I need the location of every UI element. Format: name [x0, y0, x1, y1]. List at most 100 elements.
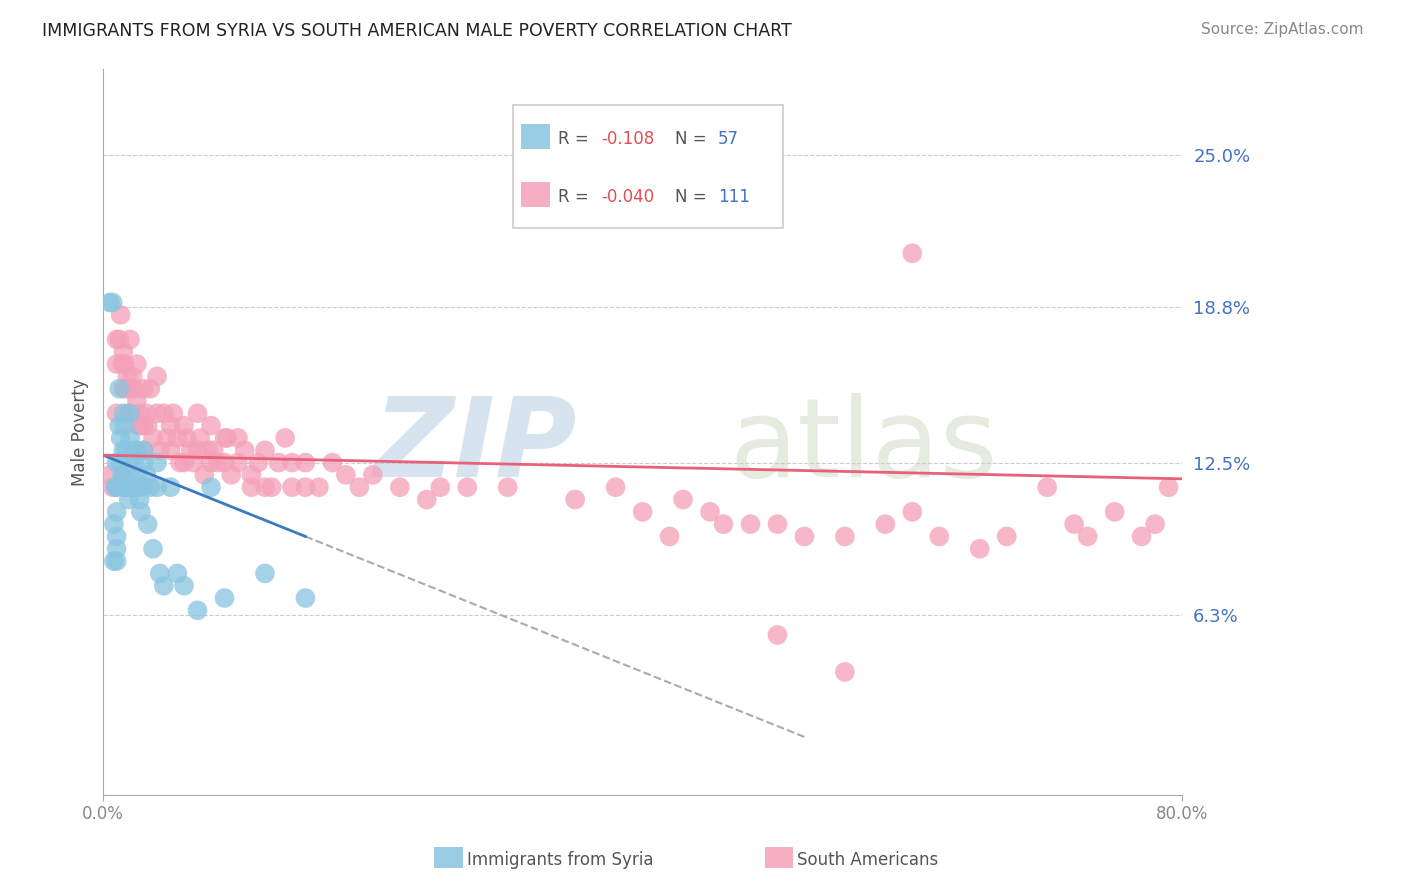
Point — [388, 480, 411, 494]
Point — [233, 443, 256, 458]
Point — [105, 406, 128, 420]
Point — [429, 480, 451, 494]
Point — [117, 480, 139, 494]
Point — [186, 406, 208, 420]
Point — [132, 443, 155, 458]
Point — [166, 566, 188, 581]
Point — [136, 517, 159, 532]
Point — [142, 541, 165, 556]
Point — [240, 467, 263, 482]
Point — [112, 382, 135, 396]
Point — [110, 308, 132, 322]
Point — [740, 517, 762, 532]
Point — [132, 480, 155, 494]
Point — [103, 517, 125, 532]
Point — [159, 443, 181, 458]
Point — [112, 443, 135, 458]
Point — [335, 467, 357, 482]
Point — [118, 492, 141, 507]
Point — [875, 517, 897, 532]
Point — [672, 492, 695, 507]
Point — [321, 456, 343, 470]
Point — [128, 492, 150, 507]
Point — [124, 480, 146, 494]
Point — [176, 431, 198, 445]
Point — [1063, 517, 1085, 532]
Point — [146, 369, 169, 384]
Point — [281, 480, 304, 494]
Point — [349, 480, 371, 494]
Point — [193, 467, 215, 482]
Point — [496, 480, 519, 494]
Point — [135, 467, 157, 482]
Point — [132, 456, 155, 470]
Text: N =: N = — [675, 188, 711, 206]
Point — [995, 529, 1018, 543]
Point — [159, 418, 181, 433]
Point — [456, 480, 478, 494]
Point — [105, 541, 128, 556]
Point — [108, 382, 131, 396]
Point — [605, 480, 627, 494]
Point — [173, 418, 195, 433]
Point — [274, 431, 297, 445]
Point — [120, 382, 142, 396]
FancyBboxPatch shape — [513, 105, 783, 228]
Point — [1144, 517, 1167, 532]
Point — [127, 480, 149, 494]
Point — [1077, 529, 1099, 543]
Point — [605, 160, 627, 174]
Point — [294, 480, 316, 494]
Point — [159, 480, 181, 494]
Point — [200, 480, 222, 494]
Point — [253, 480, 276, 494]
Point — [416, 492, 439, 507]
Point — [361, 467, 384, 482]
Point — [122, 456, 145, 470]
Point — [834, 665, 856, 679]
Point — [115, 443, 138, 458]
Point — [1130, 529, 1153, 543]
Point — [186, 603, 208, 617]
Point — [121, 369, 143, 384]
Point — [127, 418, 149, 433]
Point — [105, 505, 128, 519]
Text: N =: N = — [675, 130, 711, 148]
Point — [129, 505, 152, 519]
Point — [219, 467, 242, 482]
Point — [111, 357, 134, 371]
Point — [214, 456, 236, 470]
Text: Immigrants from Syria: Immigrants from Syria — [467, 851, 654, 869]
Point — [699, 505, 721, 519]
Point — [1157, 480, 1180, 494]
Point — [149, 566, 172, 581]
Point — [125, 443, 148, 458]
Point — [173, 456, 195, 470]
Point — [162, 406, 184, 420]
Text: ZIP: ZIP — [374, 392, 578, 500]
Point — [1104, 505, 1126, 519]
Point — [135, 406, 157, 420]
Point — [114, 480, 136, 494]
Point — [197, 443, 219, 458]
Point — [188, 431, 211, 445]
Point — [253, 566, 276, 581]
Text: R =: R = — [558, 130, 595, 148]
Point — [112, 480, 135, 494]
Point — [180, 443, 202, 458]
Point — [101, 480, 124, 494]
Point — [226, 456, 249, 470]
Point — [253, 443, 276, 458]
Point — [120, 480, 142, 494]
Point — [120, 456, 142, 470]
Point — [101, 295, 124, 310]
Point — [132, 382, 155, 396]
Point — [658, 529, 681, 543]
Text: Source: ZipAtlas.com: Source: ZipAtlas.com — [1201, 22, 1364, 37]
Point — [136, 418, 159, 433]
Point — [103, 554, 125, 568]
Point — [267, 456, 290, 470]
Point — [202, 443, 225, 458]
Point — [308, 480, 330, 494]
Point — [901, 246, 924, 260]
